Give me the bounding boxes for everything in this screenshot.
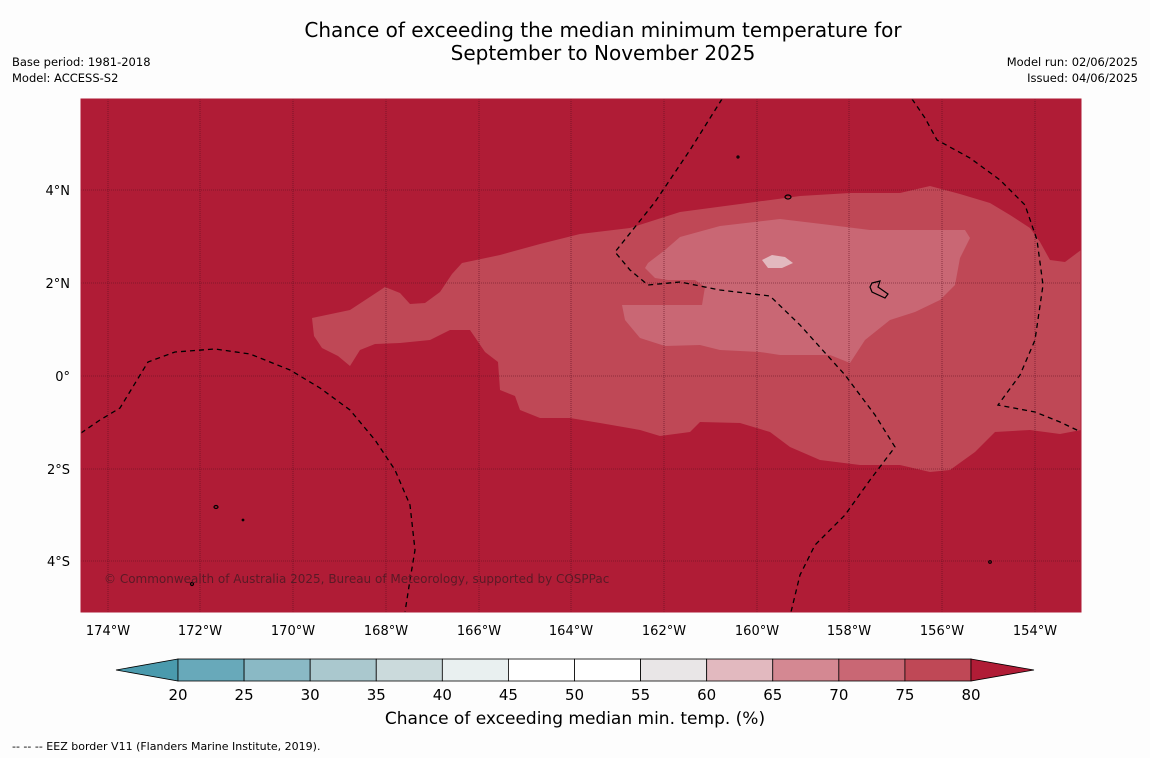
colorbar-over-arrow: [970, 658, 1035, 682]
colorbar-segment: [508, 658, 575, 682]
latitude-tick-label: 2°N: [46, 277, 71, 292]
longitude-tick-label: 162°W: [642, 624, 686, 639]
meta-left: Base period: 1981-2018 Model: ACCESS-S2: [12, 54, 151, 86]
colorbar-segment: [441, 658, 509, 682]
island-small-d: [988, 560, 992, 564]
colorbar-tick-label: 45: [499, 686, 518, 704]
longitude-tick-label: 158°W: [827, 624, 871, 639]
colorbar-tick-label: 40: [433, 686, 452, 704]
colorbar-tick-label: 80: [961, 686, 980, 704]
meta-right: Model run: 02/06/2025 Issued: 04/06/2025: [1007, 54, 1138, 86]
longitude-tick-label: 174°W: [86, 624, 130, 639]
colorbar-segment: [309, 658, 377, 682]
probability-zone-inner-high: [762, 255, 793, 268]
longitude-tick-label: 156°W: [920, 624, 964, 639]
latitude-labels: 4°N 2°N 0° 2°S 4°S: [46, 184, 71, 570]
colorbar-tick-label: 20: [168, 686, 187, 704]
colorbar-segment: [838, 658, 906, 682]
model-name: Model: ACCESS-S2: [12, 71, 119, 85]
islands: [189, 155, 992, 587]
latitude-tick-label: 2°S: [47, 463, 70, 478]
model-run: Model run: 02/06/2025: [1006, 55, 1138, 69]
colorbar: 20 25 30 35 40 45 50 55 60 65 70 75 80: [115, 658, 1035, 704]
colorbar-segment: [772, 658, 840, 682]
island-christmas: [869, 280, 889, 299]
colorbar-tick-label: 60: [697, 686, 716, 704]
colorbar-tick-label: 30: [301, 686, 320, 704]
island-small-a: [213, 504, 219, 510]
colorbar-segment: [706, 658, 774, 682]
colorbar-under-arrow: [115, 658, 179, 682]
longitude-tick-label: 170°W: [271, 624, 315, 639]
colorbar-segment: [904, 658, 972, 682]
longitude-tick-label: 166°W: [457, 624, 501, 639]
colorbar-segment: [177, 658, 245, 682]
base-period: Base period: 1981-2018: [12, 55, 151, 69]
graticule: [81, 99, 1081, 612]
colorbar-segment: [375, 658, 443, 682]
colorbar-segment: [640, 658, 708, 682]
colorbar-tick-label: 65: [763, 686, 782, 704]
longitude-labels: 174°W 172°W 170°W 168°W 166°W 164°W 162°W 160°W…: [86, 624, 1057, 639]
title-line-1: Chance of exceeding the median minimum t…: [304, 18, 902, 42]
map-frame: [80, 98, 1082, 613]
colorbar-tick-label: 50: [565, 686, 584, 704]
island-north: [784, 194, 792, 200]
issued-date: Issued: 04/06/2025: [1027, 71, 1138, 85]
longitude-tick-label: 172°W: [178, 624, 222, 639]
copyright-text: © Commonwealth of Australia 2025, Bureau…: [104, 572, 609, 586]
longitude-tick-label: 154°W: [1013, 624, 1057, 639]
colorbar-segment: [243, 658, 311, 682]
colorbar-ticks: 20 25 30 35 40 45 50 55 60 65 70 75 80: [168, 686, 980, 704]
colorbar-tick-label: 55: [631, 686, 650, 704]
eez-borders: [80, 98, 1082, 613]
colorbar-segment: [574, 658, 641, 682]
colorbar-label: Chance of exceeding median min. temp. (%…: [384, 709, 766, 729]
island-small-e: [241, 518, 245, 522]
latitude-tick-label: 4°N: [46, 184, 71, 199]
longitude-tick-label: 160°W: [735, 624, 779, 639]
longitude-tick-label: 168°W: [364, 624, 408, 639]
eez-border-west: [80, 348, 416, 613]
colorbar-tick-label: 25: [235, 686, 254, 704]
latitude-tick-label: 0°: [55, 370, 70, 385]
map-title: Chance of exceeding the median minimum t…: [0, 19, 1150, 65]
map-area: [80, 98, 1082, 613]
eez-footnote: -- -- -- EEZ border V11 (Flanders Marine…: [12, 740, 321, 753]
title-line-2: September to November 2025: [450, 41, 756, 65]
longitude-tick-label: 164°W: [549, 624, 593, 639]
colorbar-tick-label: 75: [895, 686, 914, 704]
probability-zone-65-70: [622, 219, 970, 363]
colorbar-tick-label: 35: [367, 686, 386, 704]
colorbar-tick-label: 70: [829, 686, 848, 704]
eez-border-north-east: [911, 98, 1082, 433]
colorbar-segments: [177, 658, 972, 682]
latitude-tick-label: 4°S: [47, 555, 70, 570]
island-small-c: [736, 155, 740, 159]
forecast-map: © Commonwealth of Australia 2025, Bureau…: [46, 98, 1082, 639]
island-small-b: [189, 581, 195, 587]
